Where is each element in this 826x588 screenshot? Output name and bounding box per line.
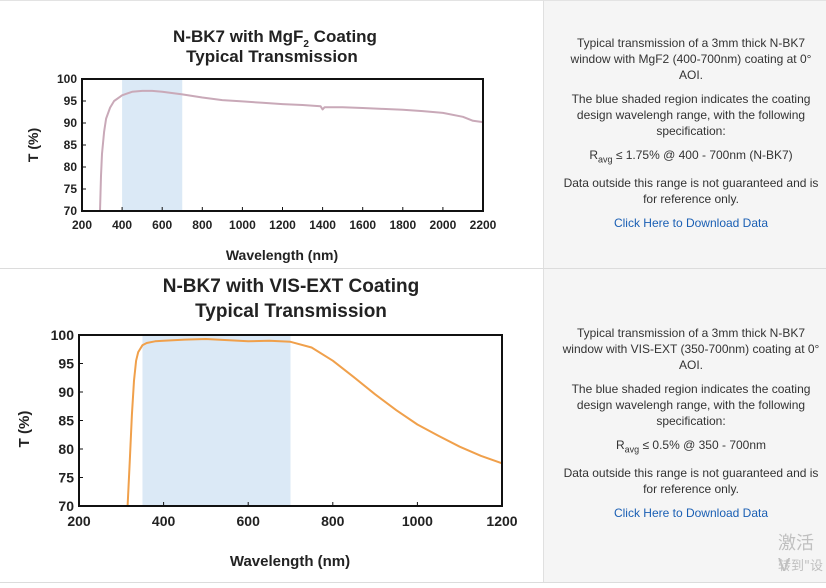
y-tick-label: 80 — [58, 441, 74, 457]
activation-watermark-line2: 转到"设 — [778, 559, 823, 574]
y-tick-label: 95 — [64, 94, 78, 108]
chart-row-2: N-BK7 with VIS-EXT Coating Typical Trans… — [0, 268, 826, 583]
x-tick-label: 400 — [152, 513, 176, 529]
x-tick-label: 600 — [237, 513, 261, 529]
x-tick-label: 200 — [67, 513, 91, 529]
chart-panel-1: N-BK7 with MgF2 Coating Typical Transmis… — [0, 0, 543, 269]
x-tick-label: 2200 — [470, 218, 497, 232]
y-tick-label: 75 — [58, 469, 74, 485]
activation-watermark-line1: 激活 V — [778, 533, 814, 576]
y-tick-label: 70 — [58, 498, 74, 514]
x-tick-label: 1200 — [269, 218, 296, 232]
y-tick-label: 90 — [58, 384, 74, 400]
chart-panel-2: N-BK7 with VIS-EXT Coating Typical Trans… — [0, 268, 543, 583]
x-tick-label: 1600 — [349, 218, 376, 232]
chart-2-y-axis-label: T (%) — [16, 411, 33, 448]
x-tick-label: 1000 — [229, 218, 256, 232]
x-tick-label: 800 — [321, 513, 345, 529]
y-tick-label: 80 — [64, 160, 78, 174]
x-tick-label: 400 — [112, 218, 132, 232]
description-panel-1: Typical transmission of a 3mm thick N-BK… — [543, 0, 826, 268]
y-tick-label: 85 — [58, 412, 74, 428]
download-data-link-1[interactable]: Click Here to Download Data — [613, 216, 769, 231]
x-tick-label: 800 — [192, 218, 212, 232]
description-1-spec: Ravg ≤ 1.75% @ 400 - 700nm (N-BK7) — [589, 148, 793, 165]
x-tick-label: 600 — [152, 218, 172, 232]
description-1-disclaimer: Data outside this range is not guarantee… — [563, 176, 819, 207]
chart-row-1: N-BK7 with MgF2 Coating Typical Transmis… — [0, 0, 826, 269]
y-tick-label: 100 — [51, 327, 75, 343]
description-2-summary: Typical transmission of a 3mm thick N-BK… — [562, 326, 820, 372]
transmission-curve — [99, 89, 483, 211]
x-tick-label: 1800 — [389, 218, 416, 232]
chart-2-title-line2: Typical Transmission — [195, 301, 387, 322]
x-tick-label: 1000 — [402, 513, 433, 529]
coating-design-range-shade — [142, 335, 291, 506]
x-tick-label: 1200 — [486, 513, 517, 529]
description-2-shaded-note: The blue shaded region indicates the coa… — [571, 382, 811, 428]
description-1-summary: Typical transmission of a 3mm thick N-BK… — [570, 36, 812, 82]
chart-1-y-axis-label: T (%) — [25, 128, 41, 162]
transmission-chart-vis-ext: N-BK7 with VIS-EXT Coating Typical Trans… — [16, 276, 518, 570]
y-tick-label: 85 — [64, 138, 78, 152]
chart-1-title-line2: Typical Transmission — [186, 47, 358, 66]
chart-1-x-axis-label: Wavelength (nm) — [226, 247, 338, 263]
bottom-divider — [0, 582, 826, 583]
chart-1-title-line1: N-BK7 with MgF2 Coating — [173, 27, 377, 50]
transmission-chart-mgf2: N-BK7 with MgF2 Coating Typical Transmis… — [25, 27, 497, 263]
y-tick-label: 90 — [64, 116, 78, 130]
description-2-disclaimer: Data outside this range is not guarantee… — [563, 466, 819, 497]
description-panel-2: Typical transmission of a 3mm thick N-BK… — [543, 268, 826, 582]
transmission-curve — [126, 338, 502, 506]
x-tick-label: 200 — [72, 218, 92, 232]
coating-design-range-shade — [122, 79, 183, 211]
chart-2-title-line1: N-BK7 with VIS-EXT Coating — [163, 276, 420, 297]
x-tick-label: 1400 — [309, 218, 336, 232]
description-2-spec: Ravg ≤ 0.5% @ 350 - 700nm — [615, 438, 767, 455]
description-2: Typical transmission of a 3mm thick N-BK… — [560, 325, 822, 529]
row-divider — [0, 268, 826, 269]
y-tick-label: 95 — [58, 355, 74, 371]
chart-2-x-axis-label: Wavelength (nm) — [230, 553, 350, 570]
x-tick-label: 2000 — [430, 218, 457, 232]
description-1: Typical transmission of a 3mm thick N-BK… — [560, 35, 822, 239]
description-1-shaded-note: The blue shaded region indicates the coa… — [571, 92, 811, 138]
y-tick-label: 75 — [64, 182, 78, 196]
download-data-link-2[interactable]: Click Here to Download Data — [613, 506, 769, 521]
y-tick-label: 100 — [57, 72, 77, 86]
y-tick-label: 70 — [64, 204, 78, 218]
